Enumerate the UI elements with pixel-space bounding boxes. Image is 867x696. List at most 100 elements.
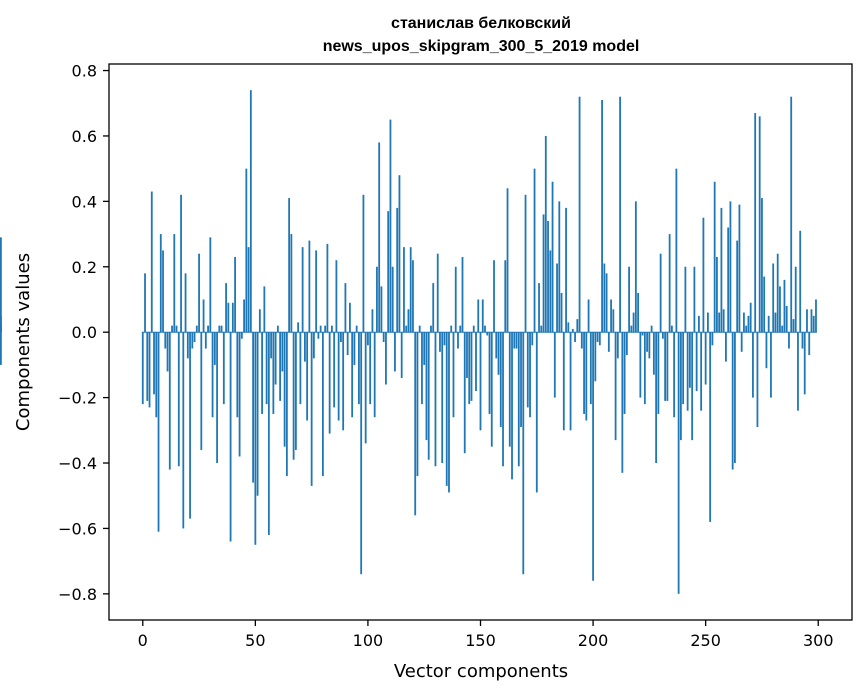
y-tick-label: 0.2 (72, 258, 97, 277)
bar (225, 283, 227, 333)
bar (585, 332, 588, 421)
bar (511, 332, 513, 480)
bar (373, 332, 376, 418)
bar (337, 332, 340, 421)
bar (405, 325, 408, 333)
bar (794, 266, 797, 333)
bar (168, 332, 171, 470)
bar (578, 96, 581, 333)
bar (567, 322, 570, 333)
bar (630, 325, 633, 333)
bar (495, 332, 498, 359)
bar (686, 332, 689, 411)
bar (718, 312, 721, 333)
bar (610, 299, 612, 333)
bar (202, 299, 205, 333)
bar (333, 332, 336, 408)
bar (403, 247, 405, 333)
bar (173, 234, 176, 333)
bar (396, 207, 399, 333)
bar (533, 168, 536, 333)
bar (164, 332, 167, 349)
bar (346, 332, 349, 356)
bar (191, 332, 194, 349)
bar (693, 266, 696, 333)
bar (398, 175, 401, 333)
bar (688, 332, 691, 388)
bar (553, 332, 556, 398)
bar (243, 299, 245, 333)
bar (648, 332, 651, 359)
y-axis-label: Components values (13, 253, 34, 431)
bar (655, 332, 658, 464)
bar (378, 142, 381, 333)
bar (157, 332, 160, 532)
bar (499, 332, 502, 428)
bar (803, 332, 806, 395)
bar (779, 286, 781, 333)
bar (258, 309, 261, 333)
bar (283, 332, 286, 447)
bar (308, 240, 311, 333)
bar (319, 325, 322, 333)
bar (290, 234, 293, 333)
bar (279, 332, 282, 401)
bar (691, 332, 694, 441)
bar (297, 322, 300, 333)
bar (265, 332, 268, 405)
bar (641, 332, 644, 336)
chart-title: станислав белковский (391, 15, 571, 32)
bar (596, 332, 599, 342)
bar (261, 332, 263, 414)
bar (407, 309, 410, 333)
bar (364, 332, 367, 444)
bar (707, 312, 709, 333)
bar (159, 234, 162, 333)
bar (812, 315, 815, 333)
y-tick-label: 0.0 (72, 323, 97, 342)
bar (607, 332, 610, 352)
bar (303, 332, 306, 362)
bar (416, 332, 419, 477)
bar (781, 325, 784, 333)
bar (182, 332, 185, 529)
bar (490, 332, 493, 447)
bar (605, 273, 608, 333)
bar (625, 332, 628, 356)
x-tick-label: 300 (803, 631, 834, 650)
bar (634, 201, 637, 333)
bar (583, 332, 585, 414)
bar (184, 273, 187, 333)
bar (506, 188, 509, 333)
bar (664, 332, 667, 401)
bar (551, 181, 554, 333)
bar (200, 332, 203, 450)
bar (749, 302, 752, 333)
bar (146, 332, 149, 401)
bar (695, 332, 698, 392)
bar (808, 332, 811, 356)
bar (587, 299, 590, 333)
bar (468, 332, 471, 405)
bar (391, 266, 394, 333)
bar (220, 325, 223, 333)
bar (761, 198, 763, 333)
bar (603, 263, 606, 333)
bar (547, 220, 549, 333)
bar (801, 332, 804, 349)
bar (790, 96, 793, 333)
y-tick-label: 0.4 (72, 192, 97, 211)
bar (700, 332, 703, 411)
bar (479, 332, 482, 431)
bar (481, 299, 484, 333)
bar (716, 256, 718, 333)
bar (209, 237, 212, 333)
bar (236, 332, 239, 418)
bar (524, 194, 527, 333)
bar (549, 250, 552, 333)
bar (216, 332, 218, 464)
bar (272, 332, 275, 414)
bar (601, 99, 603, 333)
bar (331, 325, 333, 333)
bar (731, 332, 734, 470)
